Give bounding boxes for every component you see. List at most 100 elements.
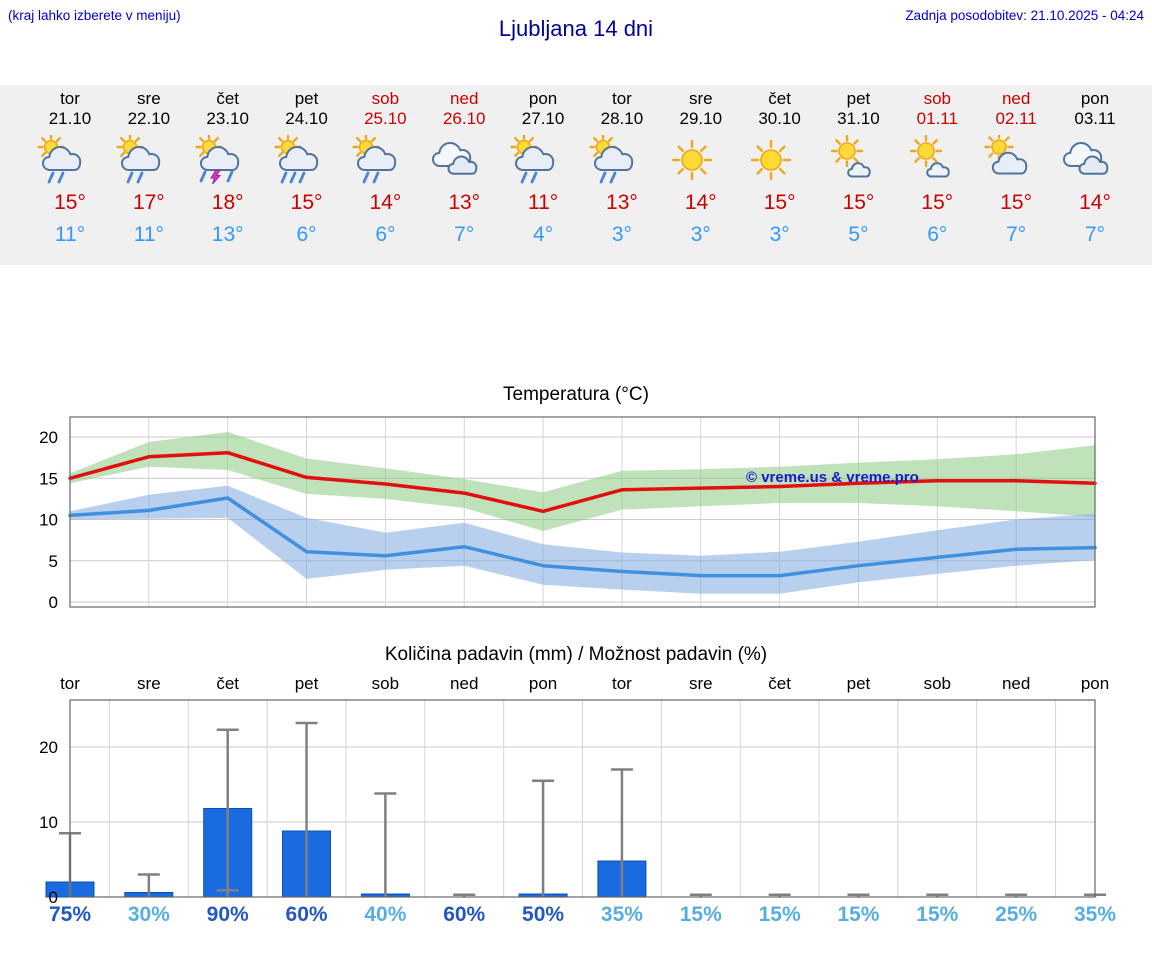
max-temp: 17° — [132, 191, 165, 214]
day-column-27.10[interactable]: pon 27.10 11° 4° — [502, 85, 584, 247]
day-column-22.10[interactable]: sre 22.10 17° 11° — [108, 85, 190, 247]
day-name: ned — [1001, 89, 1031, 108]
cloudy-icon — [1054, 135, 1136, 185]
day-name: tor — [612, 89, 632, 108]
precip-probability: 75% — [48, 903, 92, 926]
thunderstorm-icon — [187, 135, 269, 185]
svg-text:0: 0 — [49, 593, 58, 612]
precip-probability: 40% — [364, 903, 407, 926]
day-column-26.10[interactable]: ned 26.10 13° 7° — [423, 85, 505, 247]
min-temp: 6° — [375, 223, 396, 246]
max-temp: 14° — [1079, 191, 1111, 214]
day-date: 23.10 — [206, 109, 249, 128]
max-temp: 15° — [1000, 191, 1033, 214]
min-temp: 11° — [133, 223, 164, 246]
min-temp: 3° — [769, 223, 790, 246]
precip-probability: 15% — [679, 903, 722, 926]
day-column-29.10[interactable]: sre 29.10 14° 3° — [660, 85, 742, 247]
max-temp: 15° — [763, 191, 796, 214]
svg-text:15: 15 — [39, 469, 58, 488]
precip-day-label: tor — [60, 674, 80, 693]
page-title: Ljubljana 14 dni — [498, 16, 654, 41]
precip-day-label: ned — [450, 674, 479, 693]
precip-probability: 15% — [837, 903, 880, 926]
day-column-28.10[interactable]: tor 28.10 13° 3° — [581, 85, 663, 247]
day-column-21.10[interactable]: tor 21.10 15° 11° — [29, 85, 111, 247]
precip-whiskers — [59, 721, 1106, 897]
precip-day-label: ned — [1001, 674, 1031, 693]
day-column-03.11[interactable]: pon 03.11 14° 7° — [1054, 85, 1136, 247]
max-temp: 13° — [448, 191, 481, 214]
precip-axis-labels: 0 10 20 — [39, 738, 58, 903]
sun-small-cloud-icon — [896, 135, 978, 185]
svg-text:0: 0 — [49, 888, 58, 903]
precip-day-label: čet — [216, 674, 240, 693]
day-date: 01.11 — [916, 109, 958, 128]
day-date: 26.10 — [442, 109, 486, 128]
temp-axis-labels: 0 5 10 15 20 — [39, 428, 58, 612]
precip-day-label: čet — [768, 674, 791, 693]
rain-icon — [502, 135, 584, 185]
forecast-strip: tor 21.10 15° 11° sre 22.10 17° 11° čet 23.10 18° 1… — [0, 85, 1152, 265]
precip-day-label: sob — [371, 674, 400, 693]
precip-probability: 15% — [758, 903, 801, 926]
showers-icon — [29, 135, 111, 185]
temperature-chart: © vreme.us & vreme.pro 0 5 10 15 20 — [39, 416, 1097, 612]
sunny-icon — [739, 135, 821, 185]
day-date: 29.10 — [679, 109, 723, 128]
max-temp: 15° — [842, 191, 875, 214]
precip-day-label: pet — [294, 674, 319, 693]
day-date: 30.10 — [758, 109, 801, 128]
day-date: 21.10 — [48, 109, 92, 128]
temperature-chart-title: Temperatura (°C) — [503, 384, 649, 405]
max-temp: 18° — [211, 191, 244, 214]
day-column-23.10[interactable]: čet 23.10 18° 13° — [187, 85, 269, 247]
svg-text:10: 10 — [39, 511, 58, 530]
day-column-25.10[interactable]: sob 25.10 14° 6° — [344, 85, 426, 247]
day-date: 22.10 — [127, 109, 171, 128]
min-temp: 3° — [611, 223, 632, 246]
precip-day-label: pon — [528, 674, 558, 693]
precip-day-label: sob — [923, 674, 951, 693]
day-date: 02.11 — [995, 109, 1037, 128]
precip-day-label: pet — [846, 674, 871, 693]
day-column-30.10[interactable]: čet 30.10 15° 3° — [739, 85, 821, 247]
max-temp: 11° — [527, 191, 559, 214]
min-temp: 7° — [454, 223, 475, 246]
precip-plot-border — [69, 699, 1096, 898]
min-temp: 6° — [927, 223, 948, 246]
precip-probability: 50% — [522, 903, 565, 926]
temp-lines — [68, 450, 1097, 578]
max-temp: 14° — [684, 191, 717, 214]
precip-day-labels: tor sre čet pet sob ned pon tor sre čet pet sob ned p… — [0, 674, 1152, 696]
min-temp: 6° — [296, 223, 317, 246]
max-temp: 14° — [369, 191, 402, 214]
precip-probability: 25% — [995, 903, 1038, 926]
min-temp: 11° — [54, 223, 86, 246]
day-name: sob — [923, 89, 951, 108]
day-name: tor — [60, 89, 80, 108]
menu-hint: (kraj lahko izberete v meniju) — [8, 8, 181, 23]
svg-text:5: 5 — [49, 552, 58, 571]
sunny-icon — [660, 135, 742, 185]
min-temp: 13° — [211, 223, 244, 246]
min-temp: 7° — [1084, 223, 1106, 246]
max-temp: 13° — [606, 191, 638, 214]
cloudy-icon — [423, 135, 505, 185]
precip-day-label: pon — [1080, 674, 1110, 693]
day-date: 25.10 — [364, 109, 407, 128]
day-column-24.10[interactable]: pet 24.10 15° 6° — [266, 85, 348, 247]
precip-probability: 90% — [206, 903, 249, 926]
day-column-31.10[interactable]: pet 31.10 15° 5° — [817, 85, 899, 247]
day-column-01.11[interactable]: sob 01.11 15° 6° — [896, 85, 978, 247]
day-name: pon — [528, 89, 558, 108]
watermark: © vreme.us & vreme.pro — [746, 469, 919, 486]
sun-small-cloud-icon — [817, 135, 899, 185]
day-name: pet — [846, 89, 871, 108]
day-name: pon — [1080, 89, 1110, 108]
day-column-02.11[interactable]: ned 02.11 15° 7° — [975, 85, 1057, 247]
precip-probability: 60% — [285, 903, 328, 926]
precip-grid — [70, 700, 1095, 898]
min-temp: 5° — [848, 223, 869, 246]
day-date: 03.11 — [1074, 109, 1116, 128]
